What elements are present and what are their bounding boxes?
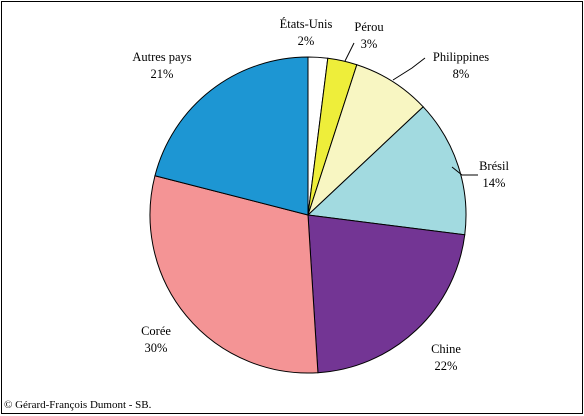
leader-line	[451, 166, 478, 176]
slice-label: Pérou 3%	[354, 19, 383, 53]
pie-slice	[149, 175, 319, 374]
slice-label: Chine 22%	[431, 341, 461, 375]
slice-name: Pérou	[354, 20, 384, 34]
leader-line	[344, 42, 355, 62]
slice-percent: 30%	[144, 341, 168, 355]
slice-percent: 22%	[434, 359, 458, 373]
slice-percent: 8%	[452, 67, 470, 81]
pie-slice	[154, 56, 309, 216]
slice-name: Chine	[431, 342, 461, 356]
slice-percent: 21%	[150, 67, 174, 81]
slice-name: Brésil	[479, 159, 509, 173]
slice-label: Corée 30%	[141, 323, 171, 357]
slice-label: Philippines 8%	[433, 49, 489, 83]
slice-label: États-Unis 2%	[280, 16, 333, 50]
slice-percent: 14%	[482, 176, 506, 190]
pie-slice	[307, 214, 466, 374]
slice-percent: 2%	[297, 34, 315, 48]
slice-label: Brésil 14%	[479, 158, 509, 192]
slice-percent: 3%	[360, 37, 378, 51]
slice-name: Autres pays	[132, 50, 192, 64]
copyright-notice: © Gérard-François Dumont - SB.	[4, 399, 152, 411]
slice-name: États-Unis	[279, 17, 333, 31]
pie-slice	[306, 106, 467, 236]
slice-name: Corée	[141, 324, 171, 338]
slice-name: Philippines	[432, 50, 490, 64]
leader-line	[392, 57, 426, 81]
slice-label: Autres pays 21%	[132, 49, 191, 83]
